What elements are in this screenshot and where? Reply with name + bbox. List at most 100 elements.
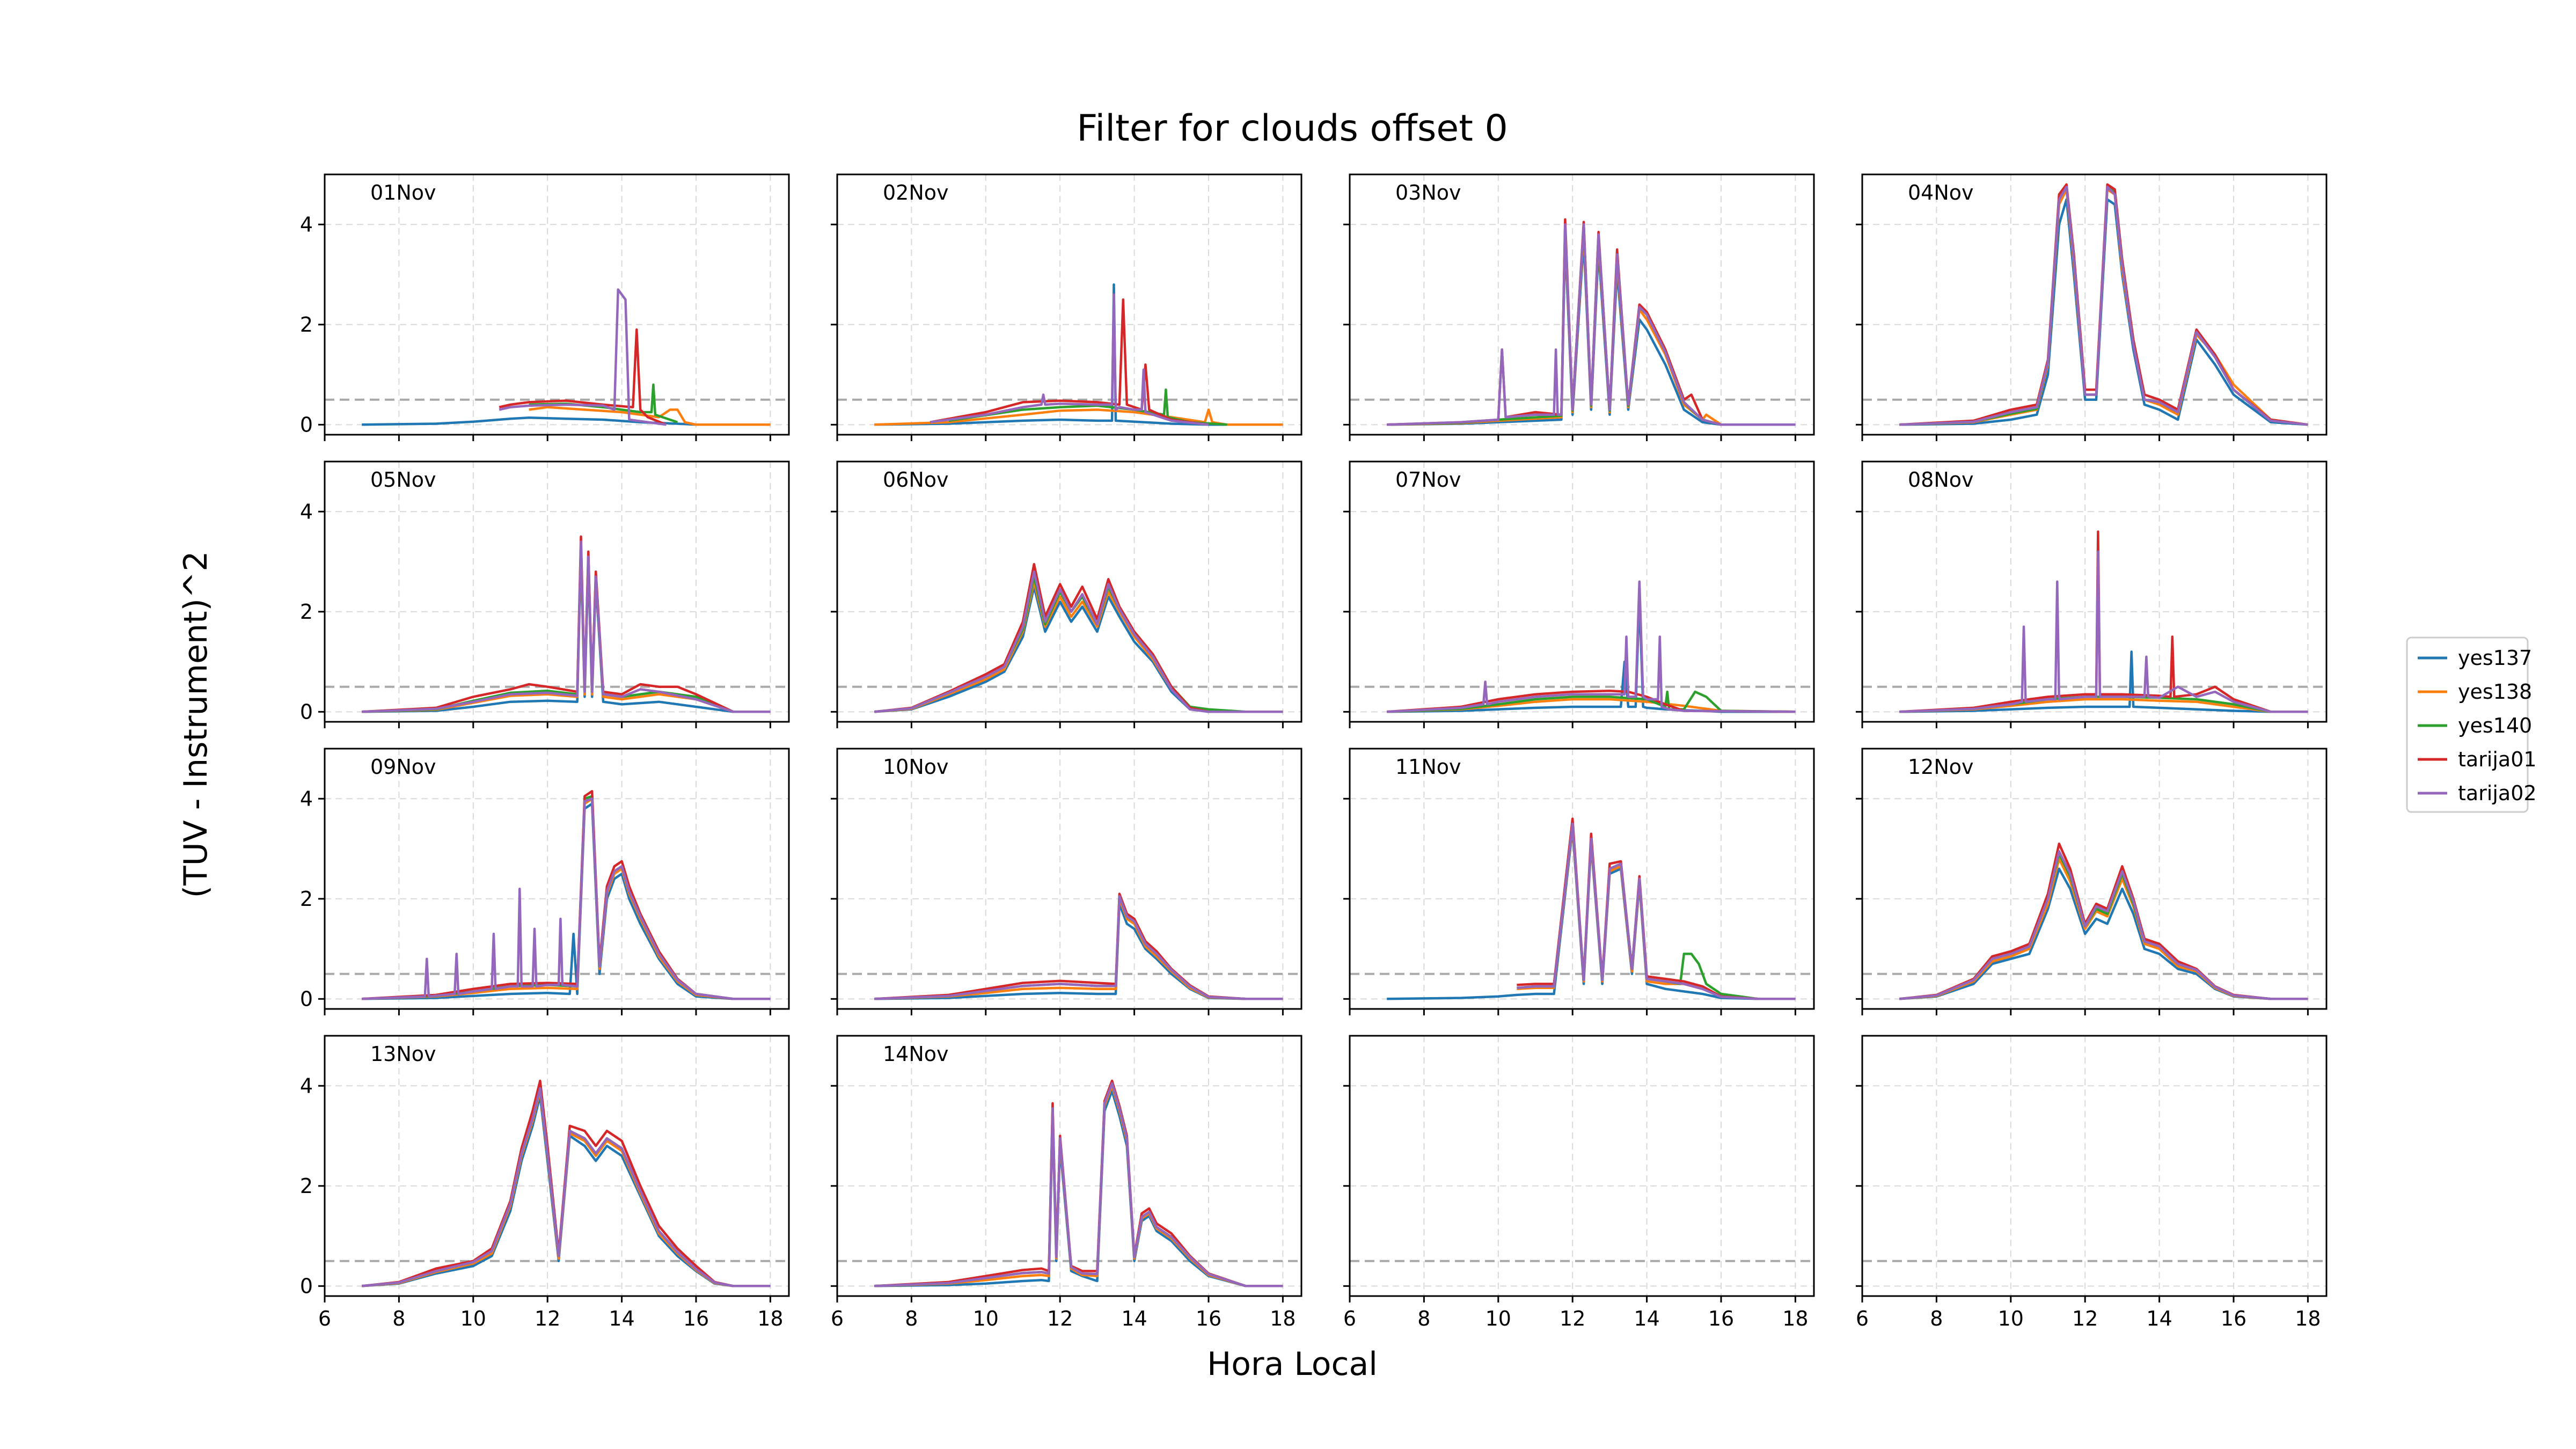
x-tick-label: 12 <box>1047 1307 1073 1330</box>
y-tick-label: 4 <box>300 787 313 810</box>
y-tick-label: 0 <box>300 1274 313 1298</box>
x-tick-label: 18 <box>2295 1307 2321 1330</box>
x-tick-label: 14 <box>1121 1307 1147 1330</box>
series-group <box>874 283 1283 426</box>
plot-area <box>837 462 1301 722</box>
y-tick-label: 4 <box>300 213 313 236</box>
plot-area <box>325 462 789 722</box>
panel-date-label: 05Nov <box>370 468 436 492</box>
series-group <box>362 790 771 1000</box>
axes-frame <box>836 748 1302 1010</box>
y-tick-label: 2 <box>300 887 313 911</box>
x-tick-label: 16 <box>2221 1307 2246 1330</box>
axes-frame <box>1861 1035 2328 1297</box>
series-line-tarija02 <box>362 797 771 1000</box>
panel-date-label: 11Nov <box>1395 755 1461 779</box>
panel-date-label: 04Nov <box>1908 181 1974 204</box>
panel-date-label: 10Nov <box>883 755 949 779</box>
plot-area <box>1350 1036 1814 1296</box>
series-group <box>362 535 771 713</box>
series-line-tarija02 <box>874 1082 1283 1287</box>
x-tick-label: 12 <box>535 1307 560 1330</box>
plot-area <box>1862 462 2326 722</box>
subplot-12: 12Nov <box>1856 748 2328 1015</box>
subplot-3: 03Nov <box>1343 173 1815 441</box>
panel-date-label: 02Nov <box>883 181 949 204</box>
axes-frame <box>836 173 1302 436</box>
plot-area <box>837 749 1301 1009</box>
plot-area <box>1350 462 1814 722</box>
y-axis-label: (TUV - Instrument)^2 <box>177 551 215 898</box>
x-tick-label: 14 <box>1634 1307 1659 1330</box>
series-group <box>1899 842 2308 1000</box>
axes-frame <box>1861 460 2328 723</box>
subplot-9: 0 2 4 09Nov <box>300 748 790 1015</box>
series-line-tarija02 <box>1517 822 1796 1000</box>
x-tick-label: 6 <box>318 1307 331 1330</box>
series-line-yes137 <box>1387 238 1796 426</box>
subplot-15: 6 8 10 12 14 16 18 <box>1343 1035 1815 1330</box>
series-line-yes137 <box>1899 650 2308 713</box>
x-tick-label: 12 <box>1560 1307 1585 1330</box>
x-tick-label: 18 <box>757 1307 783 1330</box>
panel-date-label: 06Nov <box>883 468 949 492</box>
x-tick-label: 6 <box>1856 1307 1869 1330</box>
panel-date-label: 09Nov <box>370 755 436 779</box>
plot-area <box>1862 749 2326 1009</box>
series-line-tarija01 <box>1899 530 2308 713</box>
axes-frame <box>1861 748 2328 1010</box>
series-line-tarija02 <box>1387 223 1796 426</box>
plot-area <box>837 174 1301 435</box>
subplot-10: 10Nov <box>831 748 1302 1015</box>
x-tick-label: 14 <box>2146 1307 2172 1330</box>
legend-box <box>2406 636 2529 813</box>
x-tick-label: 10 <box>1998 1307 2024 1330</box>
series-group <box>874 1079 1283 1287</box>
plot-area <box>1862 1036 2326 1296</box>
y-tick-label: 2 <box>300 1174 313 1198</box>
subplot-8: 08Nov <box>1856 460 2328 728</box>
plot-area <box>1862 174 2326 435</box>
axes-frame <box>1861 173 2328 436</box>
series-line-tarija02 <box>1899 850 2308 1000</box>
subplot-7: 07Nov <box>1343 460 1815 728</box>
x-tick-label: 8 <box>392 1307 405 1330</box>
axes-frame <box>324 460 790 723</box>
plot-area <box>1350 174 1814 435</box>
series-line-tarija02 <box>362 540 771 713</box>
x-tick-label: 6 <box>831 1307 844 1330</box>
series-group <box>874 562 1283 713</box>
subplot-11: 11Nov <box>1343 748 1815 1015</box>
axes-frame <box>1349 748 1815 1010</box>
x-tick-label: 16 <box>683 1307 709 1330</box>
series-line-tarija02 <box>361 1087 771 1287</box>
series-line-yes137 <box>1899 867 2308 1000</box>
panel-date-label: 14Nov <box>883 1042 949 1066</box>
plot-area <box>325 174 789 435</box>
legend-item-yes137: yes137 <box>2418 646 2532 670</box>
subplot-5: 0 2 4 05Nov <box>300 460 790 728</box>
series-group <box>1387 817 1796 1000</box>
subplot-6: 06Nov <box>831 460 1302 728</box>
subplot-13: 6 8 10 12 14 16 18 0 2 4 13Nov <box>300 1035 790 1330</box>
x-tick-label: 10 <box>460 1307 486 1330</box>
x-tick-label: 6 <box>1343 1307 1356 1330</box>
axes-frame <box>836 1035 1302 1297</box>
legend-label: tarija01 <box>2458 748 2537 771</box>
panel-date-label: 03Nov <box>1395 181 1461 204</box>
axes-frame <box>1349 1035 1815 1297</box>
y-tick-label: 0 <box>300 987 313 1011</box>
series-line-tarija01 <box>361 1079 771 1287</box>
legend-item-yes140: yes140 <box>2418 714 2532 737</box>
x-tick-label: 10 <box>1485 1307 1511 1330</box>
series-line-tarija02 <box>1899 550 2308 713</box>
series-group <box>874 892 1283 1000</box>
subplot-1: 0 2 4 01Nov <box>300 173 790 441</box>
series-group <box>361 1079 771 1287</box>
y-tick-label: 0 <box>300 700 313 723</box>
series-line-tarija02 <box>1387 580 1796 713</box>
series-line-tarija02 <box>1899 186 2308 426</box>
panel-date-label: 08Nov <box>1908 468 1974 492</box>
legend: yes137 yes138 yes140 tarija01 tarija02 <box>2406 636 2537 813</box>
